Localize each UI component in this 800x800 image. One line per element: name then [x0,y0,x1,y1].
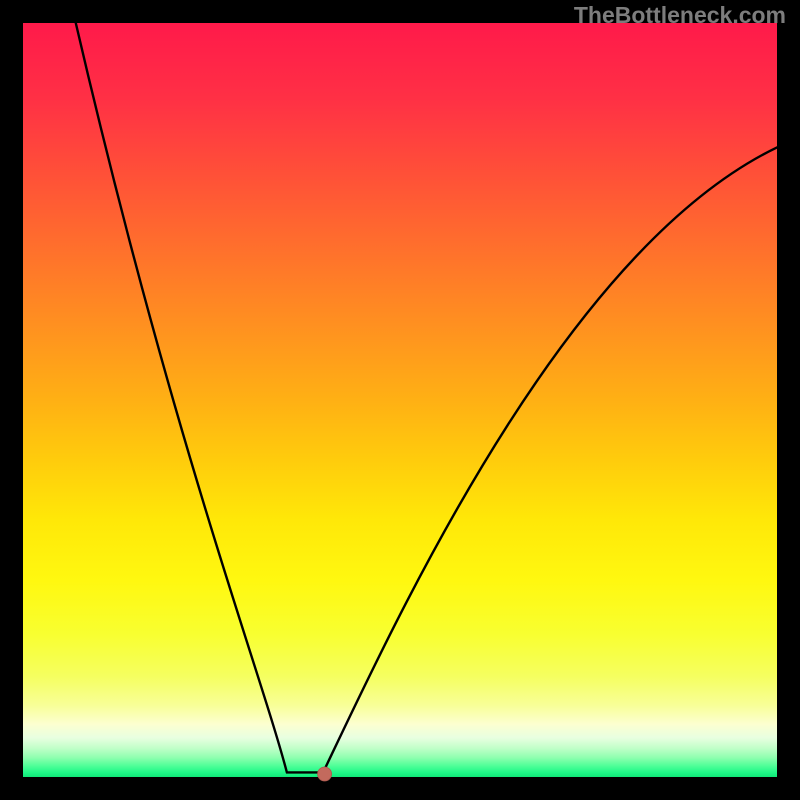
chart-container: TheBottleneck.com [0,0,800,800]
watermark-text: TheBottleneck.com [574,2,786,29]
optimal-point-marker [318,767,332,781]
bottleneck-chart [0,0,800,800]
chart-gradient-background [23,23,777,777]
